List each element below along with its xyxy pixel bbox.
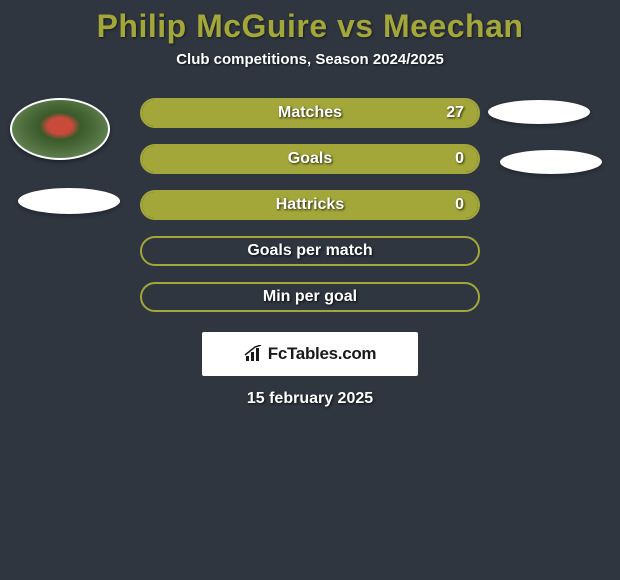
stats-section: Matches 27 Goals 0 Hattricks 0 Goals per… [0, 98, 620, 328]
stat-label: Goals [288, 150, 332, 168]
stat-value: 0 [455, 196, 464, 214]
date-label: 15 february 2025 [0, 390, 620, 408]
stat-bar-min-per-goal: Min per goal [140, 282, 480, 312]
player1-photo [10, 98, 110, 160]
branding-text: FcTables.com [268, 344, 377, 364]
stat-label: Matches [278, 104, 342, 122]
player2-avatar-placeholder-2 [500, 150, 602, 174]
player2-avatar-placeholder-1 [488, 100, 590, 124]
stat-bar-hattricks: Hattricks 0 [140, 190, 480, 220]
page-subtitle: Club competitions, Season 2024/2025 [0, 51, 620, 68]
stat-bar-matches: Matches 27 [140, 98, 480, 128]
stat-bars: Matches 27 Goals 0 Hattricks 0 Goals per… [140, 98, 480, 328]
branding-badge: FcTables.com [202, 332, 418, 376]
stat-value: 0 [455, 150, 464, 168]
stat-bar-goals: Goals 0 [140, 144, 480, 174]
stat-label: Goals per match [247, 242, 372, 260]
stat-value: 27 [446, 104, 464, 122]
stat-bar-goals-per-match: Goals per match [140, 236, 480, 266]
comparison-card: Philip McGuire vs Meechan Club competiti… [0, 0, 620, 408]
player1-avatar [10, 98, 110, 160]
stat-label: Hattricks [276, 196, 344, 214]
player1-placeholder [18, 188, 120, 214]
stat-label: Min per goal [263, 288, 357, 306]
page-title: Philip McGuire vs Meechan [0, 8, 620, 45]
bar-chart-icon [244, 345, 264, 363]
